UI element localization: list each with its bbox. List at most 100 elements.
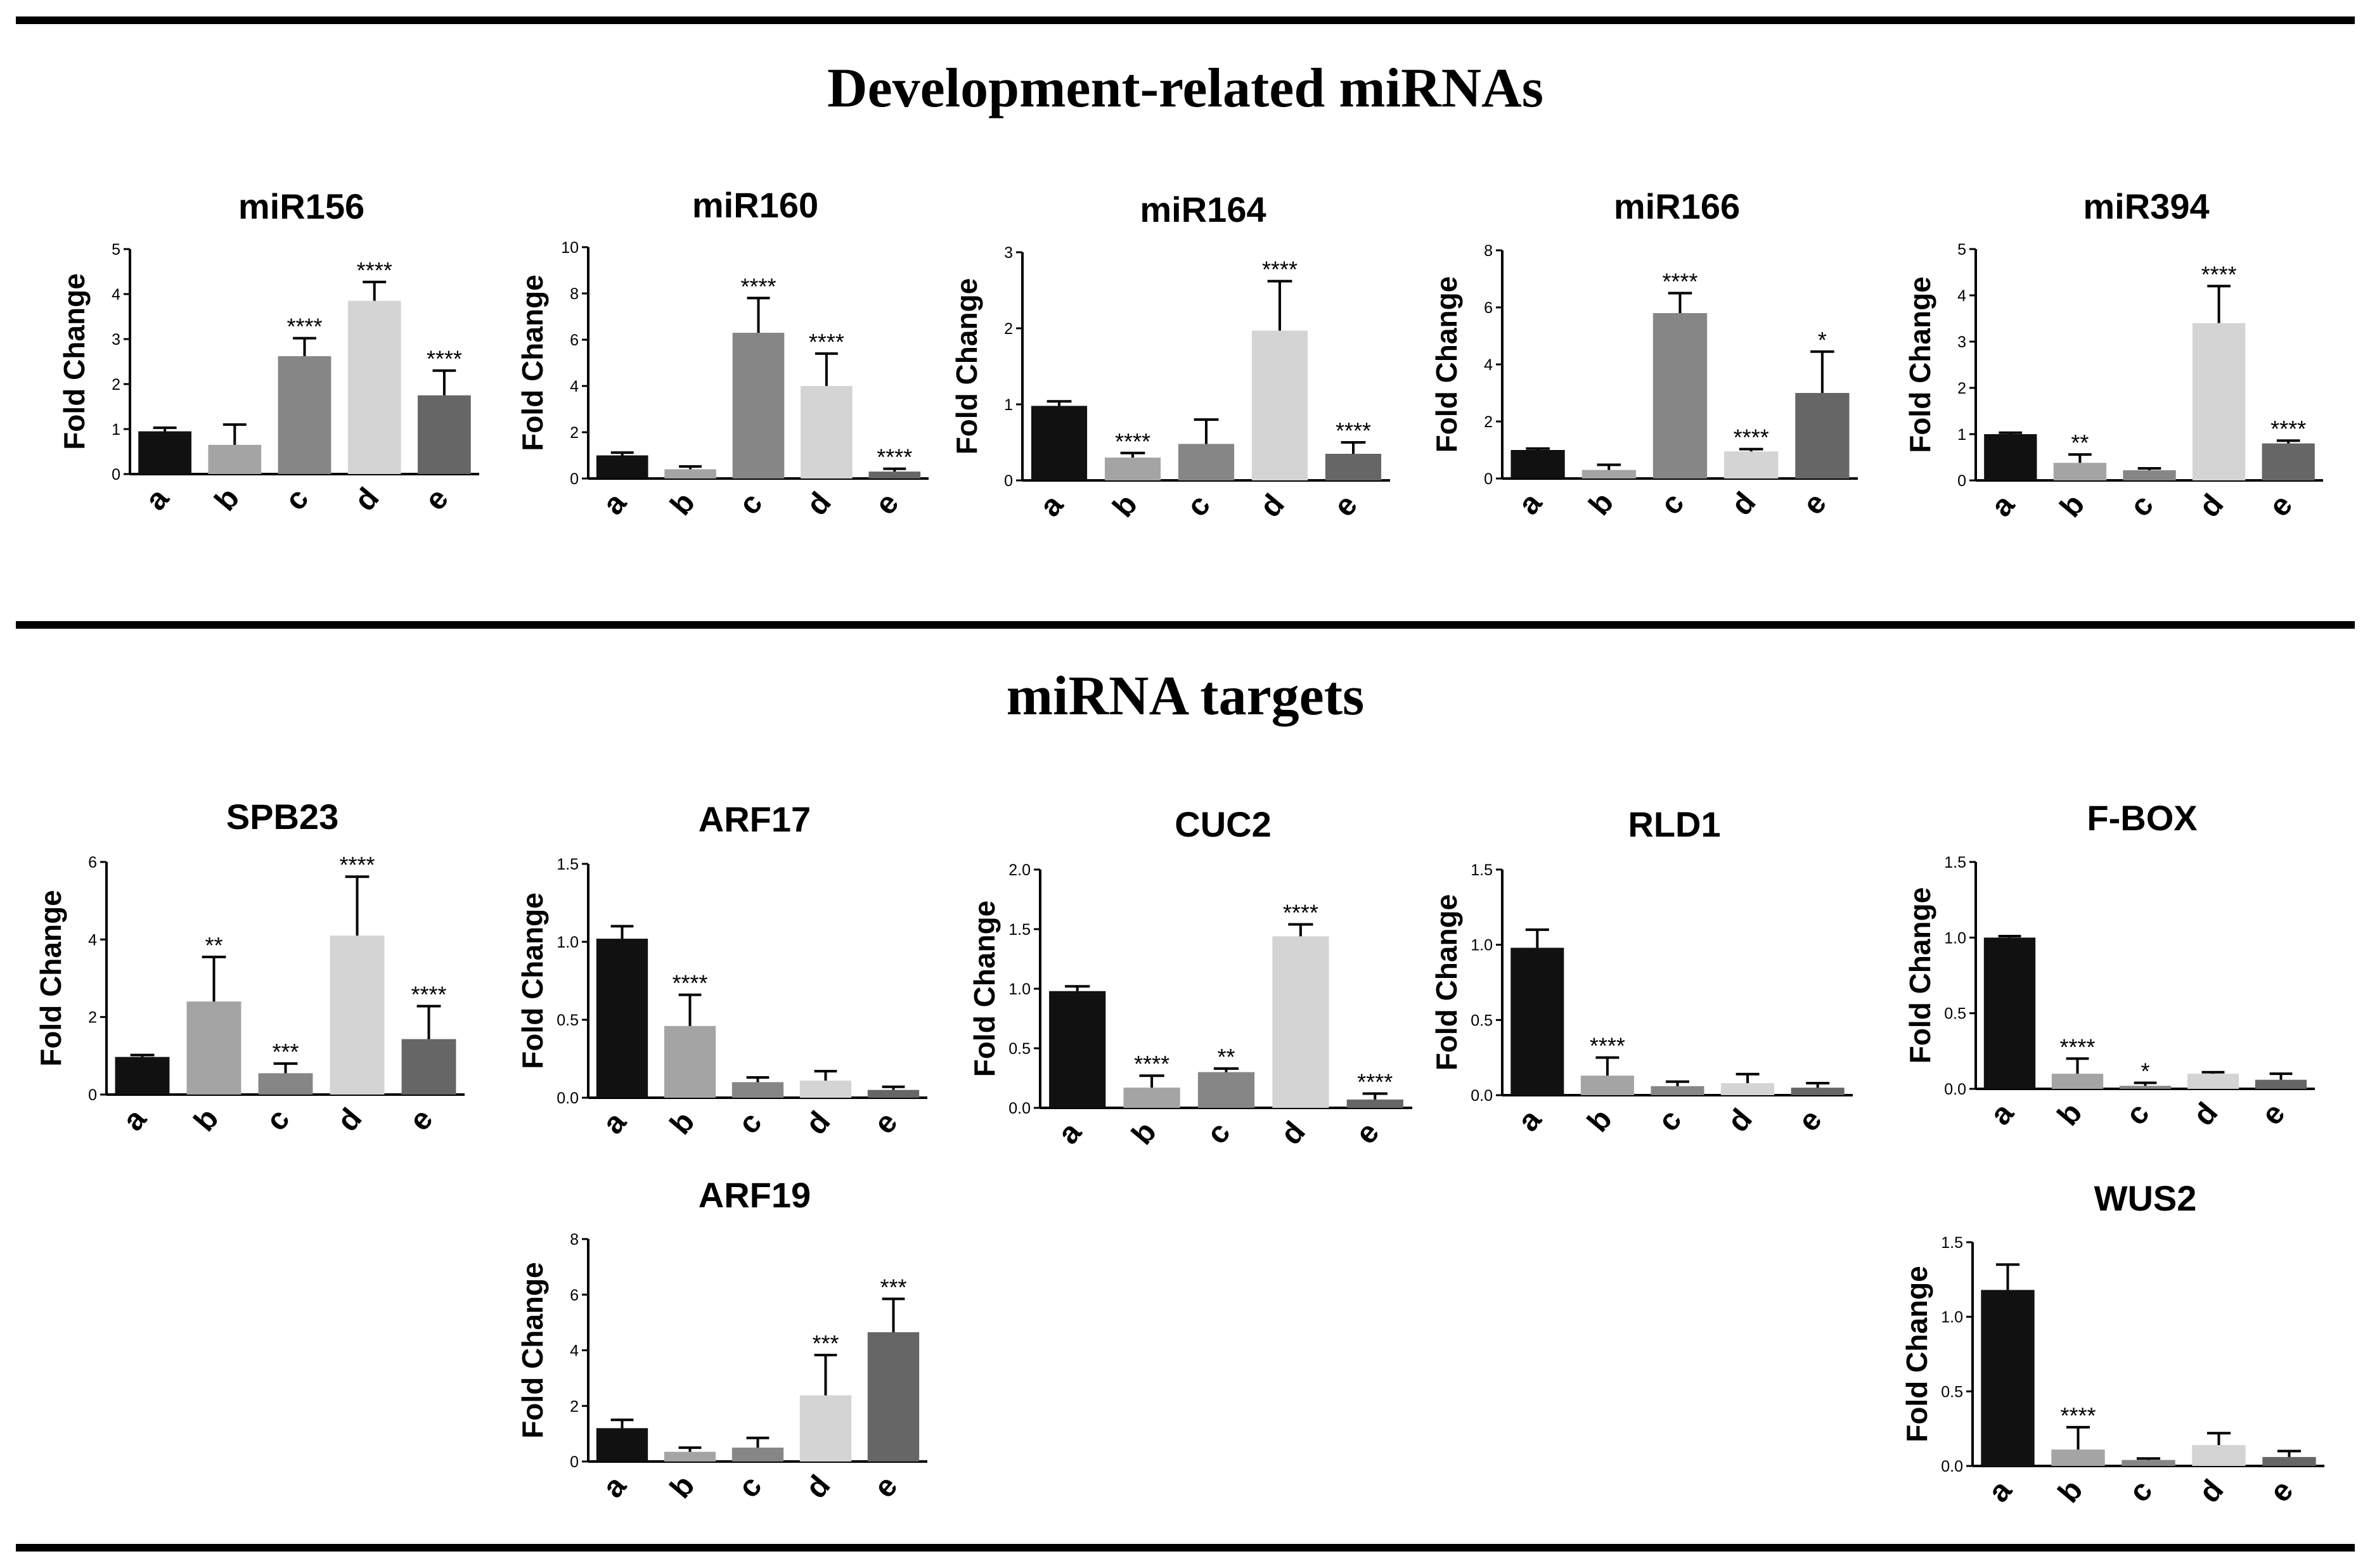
middle-divider	[16, 621, 2355, 629]
y-tick-label: 2.0	[1008, 861, 1031, 879]
y-tick-label: 2	[570, 424, 579, 442]
y-tick-label: 0.5	[1008, 1040, 1031, 1058]
y-axis-label: Fold Change	[1903, 887, 1936, 1064]
y-tick-label: 0.5	[1941, 1383, 1963, 1401]
bar-d	[799, 1080, 852, 1098]
top-divider	[16, 16, 2355, 24]
y-axis-label: Fold Change	[516, 892, 549, 1069]
y-tick-label: 1.5	[1941, 1234, 1963, 1252]
y-tick-label: 2	[112, 376, 120, 394]
bar-e	[867, 1332, 920, 1462]
y-tick-label: 1.5	[557, 856, 579, 873]
bar-d	[1251, 330, 1308, 480]
chart-title: ARF19	[699, 1175, 811, 1215]
bar-a	[1031, 406, 1088, 480]
y-tick-label: 2	[570, 1398, 579, 1415]
bar-a	[596, 1428, 648, 1462]
y-tick-label: 6	[570, 1287, 579, 1304]
bar-d	[1724, 451, 1779, 479]
y-tick-label: 6	[570, 331, 579, 349]
significance-d: ****	[1734, 425, 1769, 451]
y-tick-label: 1.0	[1941, 1309, 1963, 1327]
chart-title: miR166	[1614, 186, 1740, 226]
y-axis-label: Fold Change	[1430, 276, 1463, 453]
bar-a	[596, 939, 648, 1098]
y-tick-label: 0.0	[1941, 1458, 1963, 1475]
bar-d	[2187, 1074, 2239, 1089]
bar-b	[2051, 1074, 2104, 1089]
y-tick-label: 1.0	[1471, 937, 1493, 954]
bar-b	[1581, 470, 1636, 479]
bar-b	[186, 1001, 242, 1095]
bar-a	[1983, 937, 2036, 1089]
significance-b: ****	[1115, 428, 1150, 454]
significance-d: ****	[1262, 257, 1298, 283]
y-axis-label: Fold Change	[968, 901, 1001, 1077]
y-tick-label: 0.5	[1471, 1012, 1493, 1029]
y-tick-label: 2	[1957, 380, 1966, 397]
bar-a	[1049, 991, 1106, 1108]
y-tick-label: 0	[570, 470, 579, 488]
y-tick-label: 6	[1484, 299, 1493, 317]
significance-d: ****	[1283, 899, 1318, 925]
y-axis-label: Fold Change	[34, 890, 67, 1067]
significance-e: ****	[877, 444, 912, 470]
significance-e: ***	[880, 1274, 906, 1300]
bar-c	[731, 1448, 784, 1462]
significance-b: **	[205, 932, 222, 958]
bar-d	[2192, 323, 2246, 480]
bar-b	[208, 444, 262, 474]
bar-b	[2051, 1449, 2105, 1466]
bar-c	[2122, 1460, 2175, 1466]
bar-e	[401, 1039, 456, 1095]
significance-b: ****	[1590, 1033, 1625, 1059]
bar-d	[801, 386, 853, 479]
chart-title: miR160	[692, 185, 818, 225]
significance-b: ****	[672, 970, 707, 996]
y-tick-label: 2	[88, 1009, 97, 1027]
y-axis-label: Fold Change	[1900, 1266, 1933, 1443]
bar-b	[1580, 1076, 1634, 1095]
bar-c	[258, 1073, 313, 1095]
bar-e	[1791, 1088, 1845, 1095]
bar-c	[2119, 1086, 2172, 1089]
significance-e: *	[1818, 327, 1827, 353]
bar-a	[596, 455, 648, 479]
bar-a	[138, 431, 191, 474]
y-tick-label: 8	[1484, 242, 1493, 260]
significance-e: ****	[1336, 418, 1371, 444]
y-tick-label: 1.0	[1008, 980, 1031, 998]
significance-d: ****	[357, 257, 392, 283]
chart-title: RLD1	[1628, 804, 1720, 844]
section-title-targets: miRNA targets	[1007, 665, 1365, 727]
significance-d: ****	[809, 329, 844, 355]
chart-title: SPB23	[226, 797, 338, 837]
bar-d	[1721, 1083, 1775, 1095]
bar-b	[664, 1451, 716, 1462]
bar-e	[2262, 1456, 2316, 1466]
y-axis-label: Fold Change	[1903, 276, 1936, 453]
y-tick-label: 0	[88, 1086, 97, 1104]
chart-title: miR394	[2083, 186, 2209, 226]
bar-b	[1123, 1088, 1180, 1108]
y-tick-label: 1.5	[1471, 861, 1493, 879]
chart-title: CUC2	[1175, 804, 1271, 844]
y-tick-label: 0.0	[1944, 1081, 1966, 1098]
y-tick-label: 8	[570, 285, 579, 303]
significance-c: *	[2141, 1058, 2149, 1084]
y-tick-label: 5	[1957, 241, 1966, 259]
significance-e: ****	[2270, 416, 2306, 442]
bar-e	[1346, 1099, 1403, 1108]
bar-a	[1510, 948, 1564, 1095]
significance-d: ****	[2201, 261, 2237, 287]
y-tick-label: 0	[112, 466, 120, 484]
bar-b	[664, 469, 716, 479]
chart-title: miR164	[1140, 190, 1266, 229]
y-tick-label: 1.0	[557, 934, 579, 951]
y-axis-label: Fold Change	[58, 273, 91, 450]
y-tick-label: 0.0	[1471, 1087, 1493, 1105]
